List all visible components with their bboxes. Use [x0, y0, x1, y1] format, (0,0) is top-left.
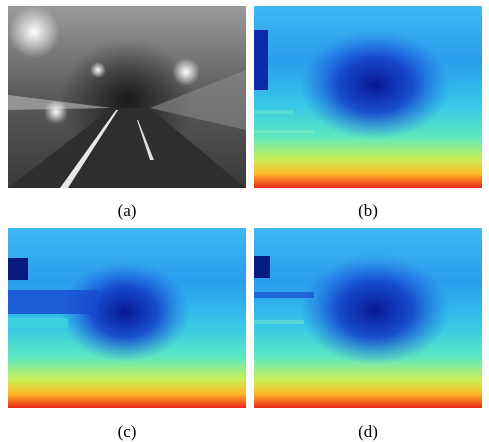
figure: (a) (b) (c) (d)	[0, 0, 489, 442]
panel-image	[254, 228, 482, 408]
panel-caption: (a)	[118, 201, 137, 220]
panel-caption: (d)	[358, 422, 378, 441]
panel-image	[254, 6, 482, 188]
panel-image	[8, 6, 246, 188]
panel-caption: (b)	[358, 201, 378, 220]
panel-image	[8, 228, 246, 408]
panel-caption: (c)	[118, 422, 137, 441]
